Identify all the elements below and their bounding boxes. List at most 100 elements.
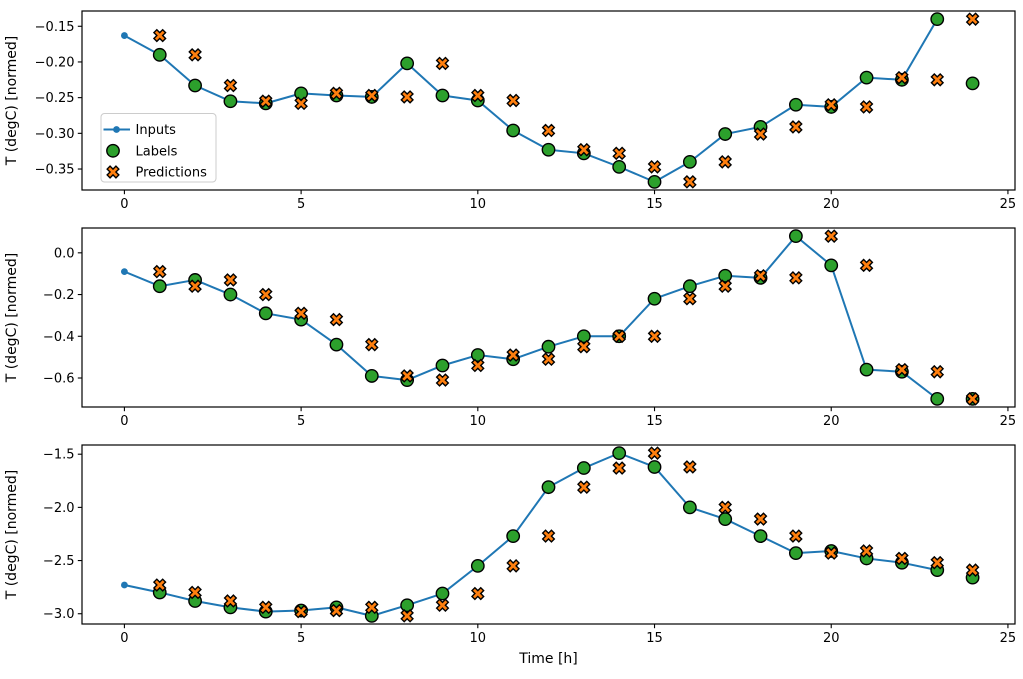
- prediction-point-marker: [965, 12, 980, 26]
- prediction-point-marker: [364, 337, 379, 352]
- label-point-marker: [647, 460, 662, 474]
- y-tick-label: −1.5: [43, 448, 75, 463]
- prediction-point-marker: [223, 594, 238, 608]
- y-tick-label: −0.2: [43, 288, 75, 303]
- prediction-point-marker: [329, 603, 344, 618]
- input-point-marker: [121, 32, 128, 39]
- legend-item-label: Predictions: [136, 166, 208, 181]
- prediction-point-marker: [435, 56, 450, 71]
- legend-predictions-marker-sample: [106, 165, 120, 179]
- label-point-marker: [859, 70, 874, 85]
- prediction-point-marker: [683, 175, 697, 189]
- label-point-marker: [223, 94, 238, 109]
- predictions-series: [152, 12, 980, 189]
- legend: Inputs Labels Predictions: [100, 113, 217, 183]
- x-tick-label: 0: [120, 197, 128, 212]
- axes-frame: [81, 227, 1016, 408]
- prediction-point-marker: [188, 47, 202, 62]
- y-axis: −0.15 −0.20 −0.25 −0.30 −0.35: [35, 20, 82, 178]
- prediction-point-marker: [506, 559, 520, 573]
- prediction-point-marker: [152, 264, 167, 279]
- prediction-point-marker: [718, 155, 733, 169]
- label-point-marker: [682, 500, 697, 515]
- prediction-point-marker: [152, 578, 167, 592]
- legend-item-labels: Labels: [106, 143, 178, 159]
- prediction-point-marker: [258, 600, 273, 615]
- label-point-marker: [541, 480, 556, 495]
- prediction-point-marker: [400, 369, 414, 383]
- label-point-marker: [718, 512, 733, 526]
- y-tick-label: −0.30: [35, 127, 75, 142]
- prediction-point-marker: [541, 529, 556, 543]
- label-point-marker: [576, 329, 591, 344]
- label-point-marker: [541, 142, 556, 157]
- y-axis-title: T (degC) [normed]: [4, 470, 20, 601]
- subplot-2: 0 5 10 15 20 25 0.0 −0.2 −0.4 −0.6 T (degC) [norme…: [4, 227, 1016, 429]
- x-tick-label: 25: [1000, 631, 1017, 646]
- legend-item-label: Inputs: [136, 123, 177, 138]
- label-point-marker: [470, 348, 485, 362]
- prediction-point-marker: [718, 279, 733, 294]
- prediction-point-marker: [152, 28, 167, 43]
- prediction-point-marker: [647, 329, 662, 344]
- y-tick-label: −0.20: [35, 55, 75, 70]
- prediction-point-marker: [753, 268, 768, 283]
- prediction-point-marker: [789, 529, 803, 543]
- x-tick-label: 25: [1000, 197, 1017, 212]
- prediction-point-marker: [435, 373, 450, 387]
- prediction-point-marker: [294, 96, 308, 111]
- x-axis: 0 5 10 15 20 25: [120, 407, 1016, 429]
- predictions-series: [152, 229, 980, 406]
- x-axis: 0 5 10 15 20 25: [120, 624, 1016, 646]
- label-point-marker: [435, 358, 450, 373]
- prediction-point-marker: [753, 512, 768, 526]
- prediction-point-marker: [859, 544, 874, 558]
- subplot-3: 0 5 10 15 20 25 −1.5 −2.0 −2.5 −3.0 T (degC) [norm…: [4, 444, 1016, 667]
- label-point-marker: [188, 78, 202, 93]
- label-point-marker: [788, 97, 803, 112]
- label-point-marker: [612, 446, 627, 461]
- predictions-series: [152, 446, 980, 623]
- prediction-point-marker: [824, 546, 839, 560]
- label-point-marker: [824, 258, 839, 273]
- prediction-point-marker: [506, 93, 520, 108]
- label-point-marker: [788, 229, 803, 244]
- prediction-point-marker: [258, 94, 273, 109]
- label-point-marker: [364, 369, 379, 383]
- prediction-point-marker: [188, 279, 202, 294]
- y-tick-label: −3.0: [43, 607, 75, 622]
- axes-frame: [81, 10, 1016, 191]
- x-axis: 0 5 10 15 20 25: [120, 190, 1016, 212]
- legend-item-label: Labels: [136, 144, 178, 159]
- prediction-point-marker: [223, 273, 238, 287]
- label-point-marker: [718, 268, 733, 283]
- label-point-marker: [647, 174, 662, 189]
- label-point-marker: [435, 586, 450, 601]
- label-point-marker: [152, 279, 167, 294]
- label-point-marker: [930, 391, 945, 406]
- x-tick-label: 20: [823, 197, 840, 212]
- label-point-marker: [718, 127, 733, 141]
- label-point-marker: [400, 598, 415, 613]
- prediction-point-marker: [612, 329, 627, 344]
- prediction-point-marker: [895, 362, 909, 377]
- axes-frame: [81, 444, 1016, 625]
- label-point-marker: [329, 337, 344, 352]
- prediction-point-marker: [364, 88, 379, 103]
- prediction-point-marker: [400, 90, 414, 104]
- label-point-marker: [647, 291, 662, 306]
- prediction-point-marker: [789, 120, 803, 134]
- y-tick-label: −0.4: [43, 330, 75, 345]
- prediction-point-marker: [470, 88, 485, 103]
- label-point-marker: [682, 279, 697, 294]
- x-tick-label: 10: [470, 197, 487, 212]
- label-point-marker: [506, 123, 521, 138]
- x-tick-label: 0: [120, 631, 128, 646]
- prediction-point-marker: [188, 585, 202, 600]
- label-point-marker: [753, 529, 768, 543]
- prediction-point-marker: [683, 460, 697, 474]
- label-point-marker: [294, 86, 309, 101]
- x-tick-label: 20: [823, 414, 840, 429]
- prediction-point-marker: [647, 160, 662, 174]
- label-point-marker: [859, 362, 874, 377]
